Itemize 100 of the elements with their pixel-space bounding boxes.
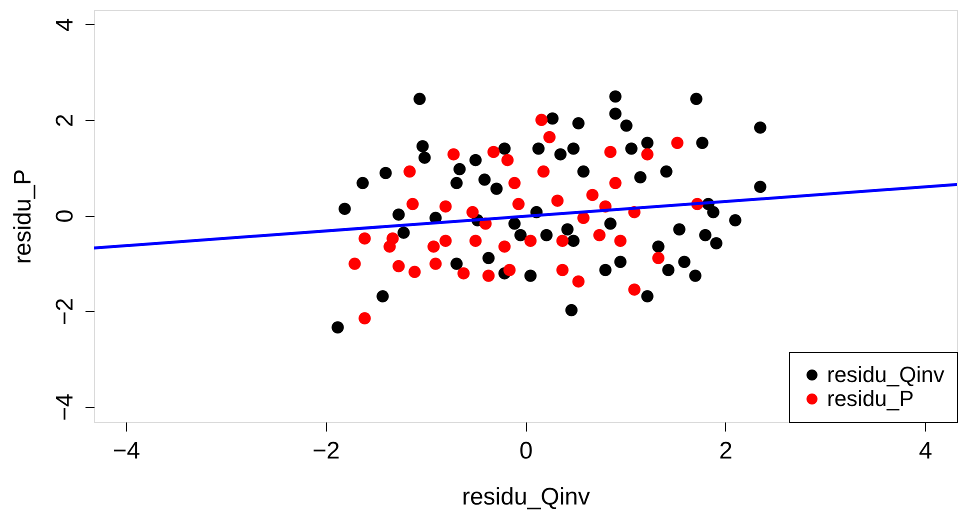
- point: [457, 267, 470, 280]
- point: [572, 117, 585, 130]
- point: [556, 264, 569, 276]
- point: [524, 270, 537, 282]
- y-axis-title: residu_P: [10, 169, 36, 264]
- point: [567, 234, 580, 247]
- point: [429, 258, 442, 270]
- point: [447, 148, 460, 160]
- point: [699, 229, 712, 242]
- point: [604, 146, 617, 158]
- point: [453, 163, 466, 176]
- legend-label: residu_P: [827, 386, 914, 411]
- point: [586, 188, 599, 202]
- x-tick-label: 4: [918, 438, 932, 464]
- point: [416, 140, 429, 152]
- point: [593, 229, 606, 242]
- point: [427, 240, 440, 253]
- point: [641, 290, 654, 302]
- point: [514, 229, 527, 242]
- point: [392, 208, 405, 221]
- point: [498, 142, 511, 155]
- point: [609, 108, 622, 120]
- point: [554, 148, 567, 160]
- point: [418, 152, 431, 164]
- point: [503, 264, 516, 276]
- point: [662, 264, 674, 276]
- point: [478, 174, 491, 186]
- point: [498, 240, 511, 253]
- point: [450, 176, 463, 190]
- point: [482, 270, 495, 282]
- point: [508, 218, 521, 230]
- point: [614, 256, 627, 268]
- point: [614, 234, 627, 247]
- x-tick-label: 2: [719, 438, 732, 464]
- y-tick-label: 2: [52, 114, 78, 128]
- point: [754, 180, 766, 193]
- point: [487, 146, 500, 158]
- y-tick-label: 0: [52, 209, 78, 223]
- point: [439, 200, 452, 213]
- point: [543, 131, 556, 144]
- point: [641, 148, 654, 160]
- point: [404, 165, 416, 178]
- point: [707, 206, 720, 218]
- x-tick-label: −4: [112, 438, 140, 464]
- point: [414, 92, 426, 106]
- point: [386, 232, 399, 245]
- point: [620, 120, 633, 132]
- point: [652, 252, 664, 264]
- point: [710, 237, 722, 250]
- point: [551, 194, 564, 207]
- point: [556, 234, 569, 247]
- point: [540, 229, 553, 242]
- y-tick-label: 4: [52, 18, 78, 32]
- point: [348, 258, 361, 270]
- point: [490, 182, 503, 195]
- point: [561, 223, 574, 236]
- point: [673, 223, 686, 236]
- point: [469, 154, 482, 166]
- legend-label: residu_Qinv: [827, 362, 944, 387]
- point: [398, 226, 410, 239]
- point: [508, 176, 521, 190]
- x-axis-title: residu_Qinv: [462, 484, 590, 510]
- x-tick-label: 0: [519, 438, 533, 464]
- point: [609, 90, 622, 103]
- point: [625, 142, 638, 155]
- point: [641, 136, 654, 149]
- point: [380, 166, 392, 180]
- y-tick-label: −4: [52, 394, 78, 421]
- point: [524, 234, 537, 247]
- point: [376, 290, 389, 302]
- point: [512, 198, 525, 210]
- point: [609, 176, 622, 190]
- point: [356, 176, 369, 190]
- point: [392, 260, 405, 272]
- point: [332, 321, 344, 334]
- point: [634, 171, 646, 184]
- point: [358, 312, 371, 324]
- point: [482, 252, 495, 264]
- point: [358, 232, 371, 245]
- point: [671, 136, 684, 149]
- x-tick-label: −2: [312, 438, 340, 464]
- point: [660, 165, 672, 178]
- point: [696, 136, 708, 149]
- point: [628, 283, 640, 296]
- point: [537, 165, 550, 178]
- point: [406, 198, 419, 210]
- point: [604, 218, 617, 230]
- point: [729, 214, 742, 226]
- point: [652, 240, 664, 253]
- point: [501, 154, 514, 166]
- point: [565, 304, 578, 316]
- point: [469, 234, 482, 247]
- point: [678, 256, 690, 268]
- point: [690, 92, 702, 106]
- point: [689, 270, 702, 282]
- point: [532, 142, 545, 155]
- point: [466, 206, 479, 218]
- point: [577, 212, 590, 224]
- point: [439, 234, 452, 247]
- point: [408, 266, 421, 278]
